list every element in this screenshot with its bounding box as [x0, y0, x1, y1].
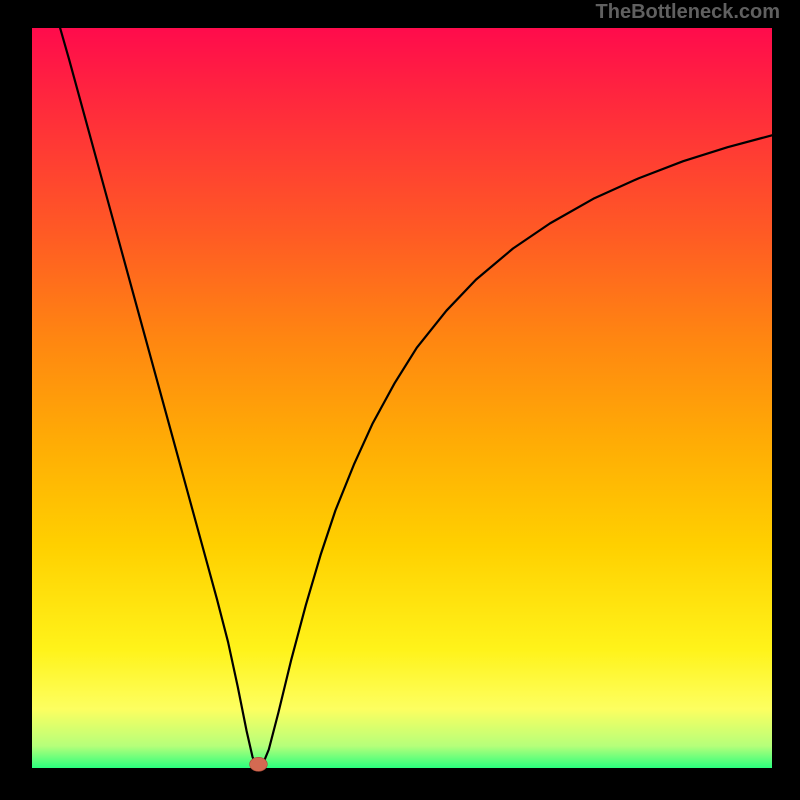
curve-overlay	[0, 0, 800, 800]
chart-container: TheBottleneck.com	[0, 0, 800, 800]
watermark-text: TheBottleneck.com	[596, 1, 780, 24]
recommendation-marker	[250, 757, 268, 771]
bottleneck-curve	[60, 28, 772, 767]
